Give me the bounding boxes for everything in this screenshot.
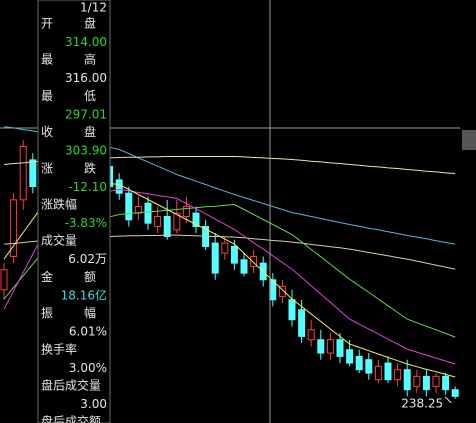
panel-label: 收盘 (41, 124, 127, 139)
panel-value: 3.00 (80, 397, 107, 411)
panel-value: -12.10 (68, 180, 107, 194)
panel-label: 振幅 (41, 305, 127, 320)
candle-body (182, 206, 190, 217)
panel-label: 涨跌幅 (41, 197, 77, 212)
panel-label: 最高 (41, 52, 127, 67)
candle-body (250, 255, 258, 267)
panel-label: 成交量 (41, 233, 77, 248)
candle-body (298, 309, 306, 337)
panel-label: 盘后成交量 (41, 378, 101, 393)
low-price-label: 238.25 (401, 396, 443, 410)
candle-body (221, 242, 229, 254)
candle-body (240, 259, 248, 274)
candle-body (451, 389, 459, 397)
candle-body (346, 349, 354, 364)
panel-value: -3.83% (65, 216, 107, 230)
panel-value: 6.01% (69, 325, 107, 339)
candle-body (173, 212, 181, 231)
candle-body (29, 159, 37, 188)
panel-value: 3.00% (69, 361, 107, 375)
candle-body (355, 355, 363, 371)
candle-body (422, 375, 430, 391)
candle-body (307, 329, 315, 341)
candle-body (413, 375, 421, 387)
candle-body (278, 285, 286, 297)
candle-body (365, 359, 373, 374)
candle-body (326, 339, 334, 354)
candle-body (115, 179, 123, 194)
panel-value: 18.16亿 (61, 287, 107, 302)
candle-body (374, 365, 382, 381)
panel-value: 316.00 (65, 71, 107, 85)
panel-label: 涨跌 (41, 160, 127, 175)
panel-value: 297.01 (65, 107, 107, 121)
info-panel: 1/12 开盘 314.00 最高 316.00 最低 297.01 收盘 303.90 涨跌 -… (37, 0, 127, 423)
panel-label: 盘后成交额 (41, 414, 101, 423)
candle-body (10, 199, 18, 257)
candle-body (154, 215, 162, 227)
candle-body (163, 215, 171, 237)
panel-box (37, 0, 111, 423)
candle-body (442, 375, 450, 391)
candle-body (144, 202, 152, 224)
candle-body (384, 362, 392, 381)
scroll-tab[interactable] (462, 130, 476, 150)
candle-body (403, 369, 411, 391)
panel-label: 开盘 (41, 16, 127, 31)
candle-body (317, 339, 325, 354)
panel-value: 314.00 (65, 35, 107, 49)
candle-body (125, 192, 133, 221)
panel-value: 6.02万 (68, 252, 107, 266)
panel-date: 1/12 (80, 1, 107, 15)
candle-body (19, 146, 27, 201)
candle-body (432, 375, 440, 387)
panel-label: 金额 (41, 269, 127, 284)
candle-body (192, 212, 200, 227)
candle-body (230, 245, 238, 264)
candle-body (211, 242, 219, 274)
candle-body (336, 339, 344, 357)
candle-body (394, 369, 402, 381)
panel-label: 最低 (41, 89, 127, 103)
low-marker-arrow (444, 396, 452, 404)
candle-body (0, 269, 8, 291)
panel-label: 换手率 (41, 341, 77, 356)
panel-value: 303.90 (65, 144, 107, 158)
candle-body (288, 299, 296, 321)
